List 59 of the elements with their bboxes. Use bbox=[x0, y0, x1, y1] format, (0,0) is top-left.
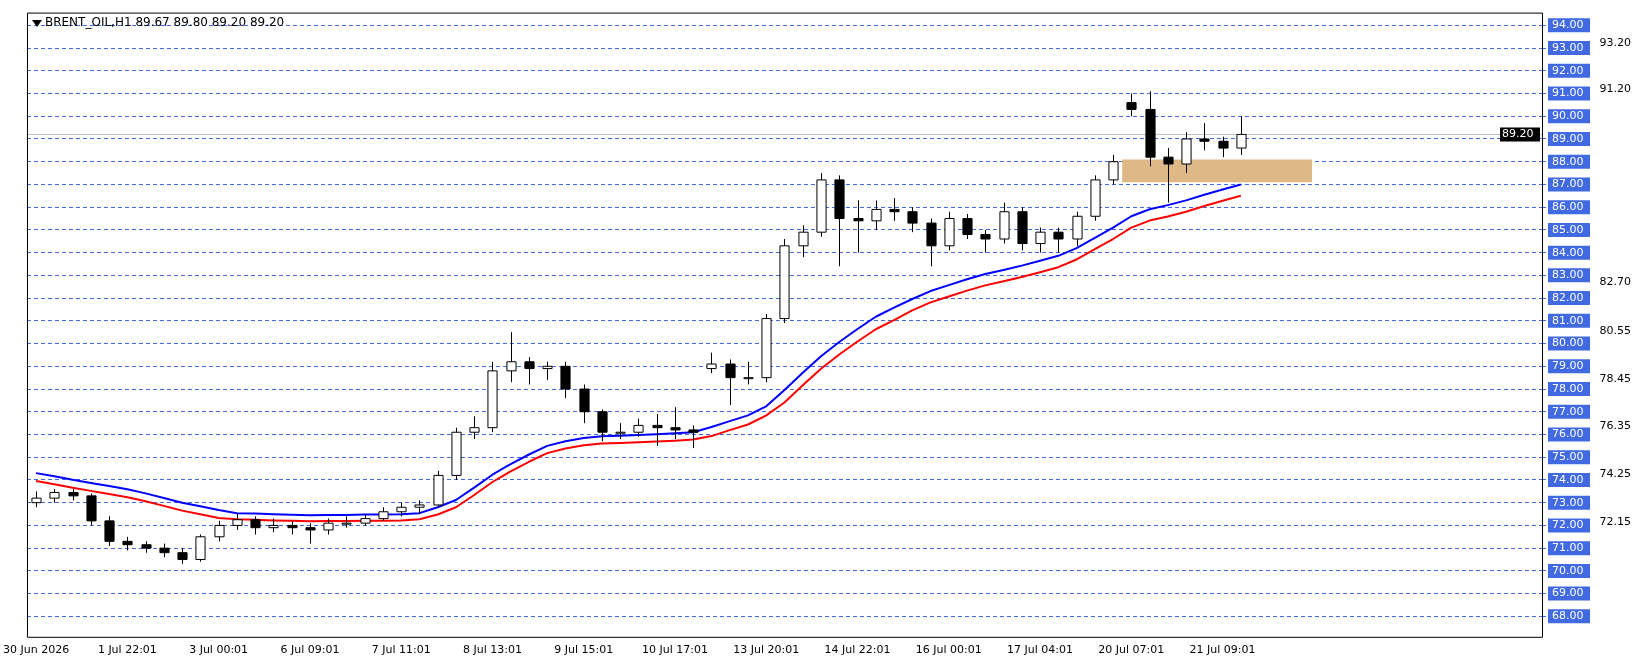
y-tick-label: 85.00 bbox=[1552, 222, 1584, 236]
y-tick-label: 93.00 bbox=[1552, 40, 1584, 54]
y-tick-label: 74.00 bbox=[1552, 472, 1584, 486]
y-tick-label: 70.00 bbox=[1552, 563, 1584, 577]
y-tick-label: 88.00 bbox=[1552, 154, 1584, 168]
y2-tick-label: 72.15 bbox=[1599, 514, 1632, 528]
candlestick bbox=[469, 415, 480, 440]
chart-title: BRENT_OIL,H1 89.67 89.80 89.20 89.20 bbox=[44, 14, 285, 29]
x-tick-label: 3 Jul 00:01 bbox=[189, 643, 249, 657]
x-tick-label: 8 Jul 13:01 bbox=[462, 643, 522, 657]
y2-tick-label: 78.45 bbox=[1599, 371, 1632, 385]
y2-tick-label: 74.25 bbox=[1599, 467, 1632, 481]
candlestick bbox=[195, 534, 206, 563]
y2-tick-label: 91.20 bbox=[1599, 81, 1632, 95]
ref-line-label: 89.20 bbox=[1502, 127, 1534, 141]
y-tick-label: 69.00 bbox=[1552, 586, 1584, 600]
candlestick bbox=[907, 206, 918, 233]
candlestick bbox=[962, 213, 973, 240]
y-tick-label: 72.00 bbox=[1552, 518, 1584, 532]
x-tick-label: 7 Jul 11:01 bbox=[371, 643, 431, 657]
y2-tick-label: 82.70 bbox=[1599, 275, 1632, 289]
x-tick-label: 14 Jul 22:01 bbox=[824, 643, 891, 657]
x-tick-label: 13 Jul 20:01 bbox=[733, 643, 800, 657]
x-tick-label: 9 Jul 15:01 bbox=[554, 643, 614, 657]
y2-tick-label: 76.35 bbox=[1599, 419, 1632, 433]
y2-tick-label: 93.20 bbox=[1599, 36, 1632, 50]
y-tick-label: 83.00 bbox=[1552, 268, 1584, 282]
y-tick-label: 81.00 bbox=[1552, 313, 1584, 327]
x-tick-label: 17 Jul 04:01 bbox=[1007, 643, 1074, 657]
y-tick-label: 82.00 bbox=[1552, 290, 1584, 304]
y-tick-label: 94.00 bbox=[1552, 18, 1584, 32]
x-tick-label: 1 Jul 22:01 bbox=[97, 643, 157, 657]
candlestick bbox=[1126, 93, 1137, 117]
candlestick bbox=[597, 408, 608, 442]
y-tick-label: 78.00 bbox=[1552, 381, 1584, 395]
y-tick-label: 76.00 bbox=[1552, 427, 1584, 441]
y-tick-label: 92.00 bbox=[1552, 63, 1584, 77]
y-tick-label: 86.00 bbox=[1552, 200, 1584, 214]
y-tick-label: 73.00 bbox=[1552, 495, 1584, 509]
candlestick bbox=[688, 424, 699, 449]
y-tick-label: 84.00 bbox=[1552, 245, 1584, 259]
y-tick-label: 80.00 bbox=[1552, 336, 1584, 350]
x-tick-label: 20 Jul 07:01 bbox=[1098, 643, 1165, 657]
y-tick-label: 79.00 bbox=[1552, 359, 1584, 373]
y-tick-label: 87.00 bbox=[1552, 177, 1584, 191]
x-tick-label: 16 Jul 00:01 bbox=[915, 643, 982, 657]
x-tick-label: 10 Jul 17:01 bbox=[641, 643, 708, 657]
y-tick-label: 90.00 bbox=[1552, 109, 1584, 123]
x-tick-label: 21 Jul 09:01 bbox=[1189, 643, 1256, 657]
y-tick-label: 68.00 bbox=[1552, 609, 1584, 623]
x-tick-label: 6 Jul 09:01 bbox=[280, 643, 340, 657]
y-tick-label: 71.00 bbox=[1552, 541, 1584, 555]
y-tick-label: 75.00 bbox=[1552, 450, 1584, 464]
y-tick-label: 91.00 bbox=[1552, 86, 1584, 100]
candlestick bbox=[104, 515, 115, 547]
y-tick-label: 89.00 bbox=[1552, 131, 1584, 145]
y-tick-label: 77.00 bbox=[1552, 404, 1584, 418]
y2-tick-label: 80.55 bbox=[1599, 323, 1632, 337]
x-tick-label: 30 Jun 2026 bbox=[3, 643, 70, 657]
